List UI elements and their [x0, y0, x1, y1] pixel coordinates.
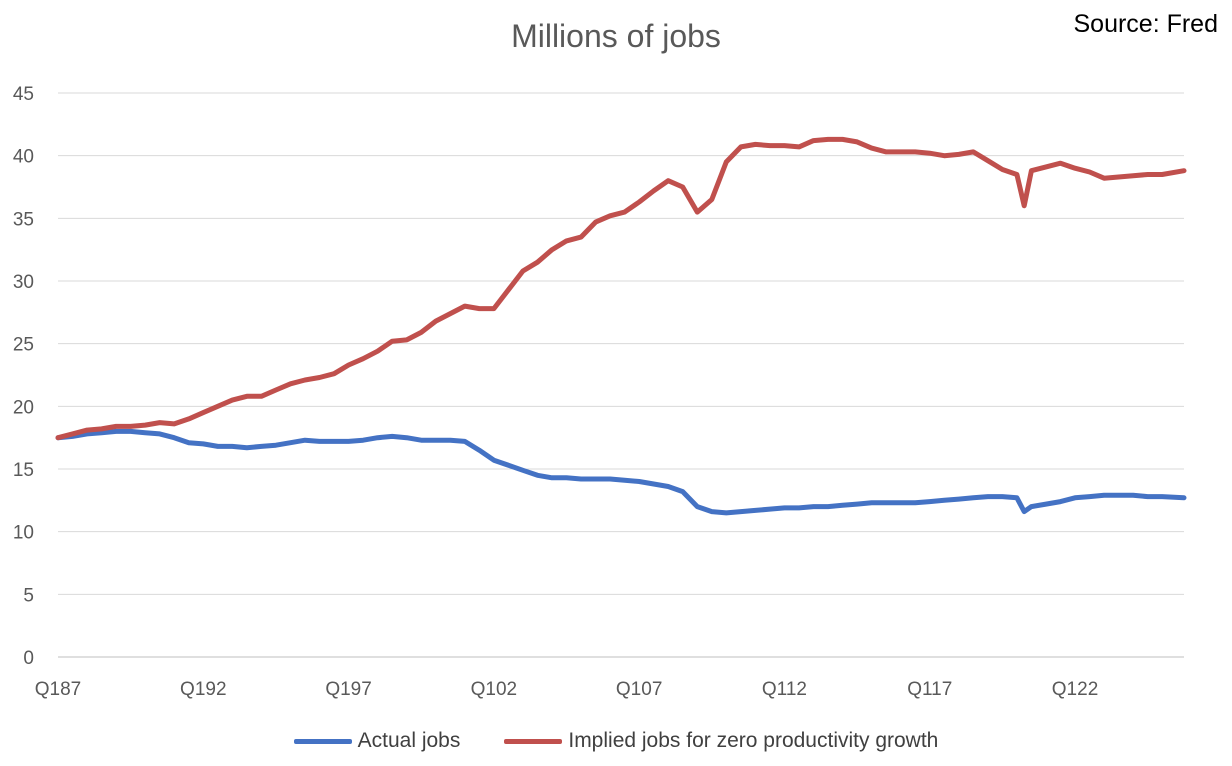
- x-tick-label: Q197: [325, 679, 371, 700]
- x-tick-label: Q187: [35, 679, 81, 700]
- x-tick-label: Q192: [180, 679, 226, 700]
- y-tick-label: 25: [13, 335, 34, 356]
- legend-swatch: [293, 738, 352, 744]
- series-line-1: [55, 428, 1187, 516]
- y-tick-label: 15: [13, 460, 34, 481]
- legend-item-2: Implied jobs for zero productivity growt…: [504, 729, 938, 753]
- y-tick-label: 10: [13, 523, 34, 544]
- legend-item-1: Actual jobs: [293, 729, 461, 753]
- x-tick-label: Q107: [616, 679, 662, 700]
- x-tick-label: Q102: [471, 679, 517, 700]
- series-line-2: [55, 136, 1187, 441]
- y-tick-label: 35: [13, 209, 34, 230]
- y-tick-label: 5: [23, 585, 34, 606]
- y-tick-label: 20: [13, 397, 34, 418]
- axes: 0 5 10 15 20 25 30 35 40 45 Q187 Q192 Q197 Q102 Q107 Q1…: [13, 84, 1184, 700]
- legend-label: Actual jobs: [357, 729, 461, 752]
- y-tick-label: 0: [23, 648, 34, 669]
- x-tick-label: Q117: [907, 679, 952, 700]
- source-note: Source: Fred: [1073, 10, 1218, 38]
- y-tick-label: 40: [13, 147, 34, 168]
- x-tick-label: Q112: [762, 679, 807, 700]
- chart-title: Millions of jobs: [511, 18, 721, 54]
- x-tick-label: Q122: [1052, 679, 1098, 700]
- legend: Actual jobs Implied jobs for zero product…: [0, 729, 1232, 753]
- y-tick-label: 45: [13, 84, 34, 105]
- legend-label: Implied jobs for zero productivity growt…: [568, 729, 939, 752]
- gridlines: [58, 92, 1184, 595]
- legend-swatch: [504, 738, 563, 744]
- y-tick-label: 30: [13, 272, 34, 293]
- series-lines: [55, 136, 1187, 516]
